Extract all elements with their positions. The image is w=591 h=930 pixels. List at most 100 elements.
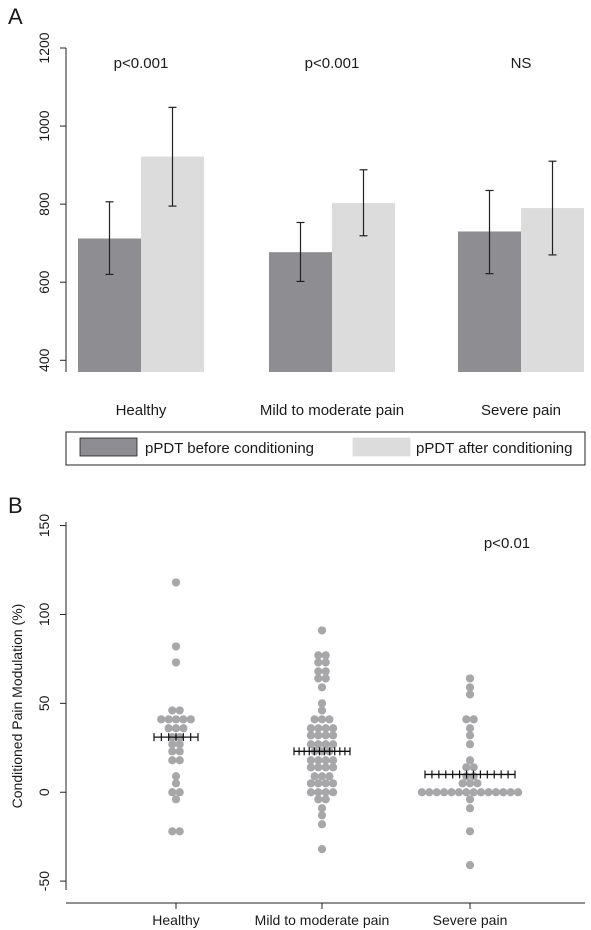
data-point [329,788,338,797]
data-point [499,788,508,797]
panel-a-annotation: NS [511,55,532,72]
legend-swatch-after [352,437,411,457]
panel-b-x-ticks: Healthy Mild to moderate pain Severe pain [152,903,507,928]
legend-label-before: pPDT before conditioning [145,440,314,457]
data-point [306,724,315,733]
data-point [317,626,327,635]
data-point [314,788,323,797]
panel-a-ytick-label: 1200 [36,32,52,63]
data-point [168,788,177,797]
data-point [317,683,327,692]
panel-b-ytick-label: -50 [36,871,52,891]
panel-a-ytick-label: 600 [36,270,52,294]
panel-a-x-label: Healthy [116,402,167,419]
panel-b-x-label: Severe pain [433,912,508,928]
data-point [317,804,327,813]
data-point [179,715,188,724]
data-point [465,690,475,699]
data-point [314,779,323,788]
data-point [157,715,166,724]
data-point [171,642,181,651]
data-point [465,779,475,788]
data-point [171,772,181,781]
data-point [447,788,456,797]
data-point [321,731,330,740]
data-point [465,683,475,692]
panel-b-x-label: Healthy [152,912,199,928]
data-point [465,795,475,804]
data-point [458,779,467,788]
data-point [329,740,338,749]
panel-a-y-ticks: 400 600 800 1000 1200 [36,32,66,372]
data-point [317,699,327,708]
data-point [310,715,319,724]
data-point [314,763,323,772]
data-point [317,706,327,715]
panel-b-ylabel: Conditioned Pain Modulation (%) [9,604,25,809]
data-point [171,724,181,733]
data-point [484,788,493,797]
panel-b-median-markers [153,733,516,779]
data-point [417,788,426,797]
data-point [175,756,184,765]
data-point [465,724,475,733]
panel-b-dot-plot: -50 0 50 100 150 Healthy Mild to moderate pai… [9,514,585,928]
legend-frame [65,431,586,466]
data-point [310,772,319,781]
data-point [465,804,475,813]
data-point [306,740,315,749]
data-point [306,756,315,765]
data-point [314,756,323,765]
data-point [514,788,523,797]
panel-b-points [157,578,523,870]
data-point [168,756,177,765]
data-point [329,724,338,733]
data-point [171,578,181,587]
data-point [462,715,471,724]
panel-b-y-ticks: -50 0 50 100 150 [36,514,66,891]
panel-b-ytick-label: 50 [36,695,52,711]
data-point [491,788,500,797]
data-point [186,715,195,724]
data-point [175,740,184,749]
data-point [306,779,315,788]
data-point [469,715,478,724]
data-point [321,724,330,733]
data-point [314,731,323,740]
data-point [168,747,177,756]
panel-a-annotation: p<0.001 [114,55,169,72]
data-point [314,658,323,667]
data-point [325,715,334,724]
data-point [321,740,330,749]
data-point [175,706,184,715]
data-point [321,651,330,660]
panel-a-x-label: Severe pain [481,402,561,419]
data-point [440,788,449,797]
panel-b-annotation: p<0.01 [484,535,530,552]
panel-label-a: A [8,4,23,29]
panel-a-bars [78,156,584,372]
data-point [171,795,181,804]
data-point [314,724,323,733]
data-point [425,788,434,797]
panel-a-ytick-label: 800 [36,192,52,216]
data-point [465,731,475,740]
data-point [168,827,177,836]
data-point [317,772,327,781]
data-point [317,845,327,854]
panel-a-annotations: p<0.001 p<0.001 NS [114,55,532,72]
data-point [321,756,330,765]
data-point [306,763,315,772]
data-point [465,740,475,749]
data-point [321,795,330,804]
data-point [171,658,181,667]
data-point [462,788,471,797]
data-point [465,674,475,683]
data-point [321,788,330,797]
panel-b-ytick-label: 0 [36,788,52,796]
data-point [306,731,315,740]
legend-label-after: pPDT after conditioning [416,440,572,457]
data-point [454,788,463,797]
data-point [462,763,471,772]
data-point [465,861,475,870]
